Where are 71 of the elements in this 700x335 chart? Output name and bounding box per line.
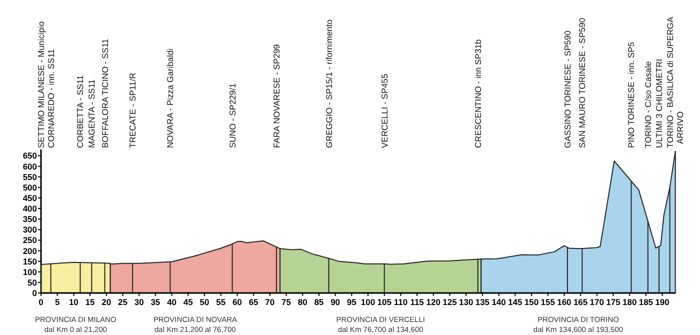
y-tick-label: 0 <box>32 288 38 298</box>
text: TORINO - BASILICA di SUPERGA ARRIVO <box>664 16 685 148</box>
x-tick-label: 100 <box>360 297 376 307</box>
x-tick-label: 130 <box>459 297 474 307</box>
text: TRECATE - SP11/R <box>128 72 138 148</box>
text: BOFFALORA TICINO - SS11 <box>100 38 110 148</box>
text: VERCELLI - SP455 <box>379 74 390 148</box>
x-tick-label: 90 <box>330 297 340 307</box>
x-tick-label: 150 <box>524 297 539 307</box>
x-tick-label: 70 <box>265 297 275 307</box>
y-tick-label: 100 <box>22 266 38 277</box>
x-tick-label: 170 <box>590 297 604 307</box>
text: SETTIMO MILANESE - Municipio <box>36 21 46 148</box>
y-tick-label: 550 <box>22 172 38 182</box>
text: GASSINO TORINESE - SP590 <box>562 30 572 148</box>
text: GREGGIO - SP15/1 - rifornimento <box>324 19 334 148</box>
text: SAN MAURO TORINESE - SP590 <box>577 18 588 148</box>
x-tick-label: 75 <box>282 297 292 307</box>
x-tick-label: 120 <box>426 297 441 307</box>
y-tick-label: 500 <box>22 182 38 192</box>
x-tick-label: 105 <box>377 297 392 307</box>
x-tick-label: 60 <box>232 297 242 307</box>
x-tick-label: 85 <box>314 297 324 307</box>
x-tick-label: 185 <box>638 297 654 307</box>
x-tick-label: 95 <box>346 297 357 307</box>
x-tick-label: 50 <box>200 297 210 307</box>
y-tick-label: 50 <box>28 277 38 288</box>
x-tick-label: 35 <box>150 297 160 307</box>
x-tick-label: 140 <box>492 297 506 307</box>
text: CRESCENTINO - inn SP31b <box>472 39 483 148</box>
y-tick-label: 400 <box>22 204 38 214</box>
x-tick-label: 155 <box>540 297 556 307</box>
y-tick-label: 600 <box>22 161 38 172</box>
text: PINO TORINESE - inn. SP5 <box>626 42 636 148</box>
text: CORNAREDO - inn. SS11 <box>46 48 56 148</box>
y-tick-label: 650 <box>22 150 38 161</box>
y-tick-label: 450 <box>22 192 38 203</box>
y-tick-label: 300 <box>22 224 38 235</box>
y-tick-label: 250 <box>22 235 38 246</box>
x-tick-label: 160 <box>557 297 572 307</box>
text: ULTIMI 3 CHILOMETRI <box>654 58 664 148</box>
x-tick-label: 15 <box>85 297 96 307</box>
text: NOVARA - Pizza Garibaldi <box>165 48 176 148</box>
x-tick-label: 115 <box>410 297 424 307</box>
x-tick-label: 30 <box>134 297 144 307</box>
x-tick-label: 40 <box>167 297 177 307</box>
x-tick-label: 10 <box>68 297 79 307</box>
text: MAGENTA - SS11 <box>86 79 97 148</box>
x-tick-label: 190 <box>655 297 670 307</box>
x-tick-label: 65 <box>248 297 259 307</box>
y-tick-label: 200 <box>22 246 38 256</box>
text: FARA NOVARESE - SP299 <box>271 44 282 148</box>
x-tick-label: 0 <box>38 297 44 307</box>
y-tick-label: 150 <box>22 256 38 266</box>
x-tick-label: 110 <box>394 297 408 307</box>
x-tick-label: 80 <box>298 297 308 307</box>
x-tick-label: 20 <box>102 297 112 307</box>
text: CORBETTA - SS11 <box>75 74 86 148</box>
x-tick-label: 135 <box>475 297 490 307</box>
x-tick-label: 125 <box>442 297 458 307</box>
x-tick-label: 5 <box>54 297 60 307</box>
y-tick-label: 350 <box>22 214 38 224</box>
x-tick-label: 180 <box>622 297 637 307</box>
x-tick-label: 45 <box>183 297 194 307</box>
text: TORINO - C/so Casale <box>642 60 653 148</box>
x-tick-label: 165 <box>573 297 588 307</box>
x-tick-label: 175 <box>606 297 621 307</box>
text: SUNO - SP229/1 <box>227 83 238 148</box>
x-tick-label: 55 <box>216 297 226 307</box>
x-tick-label: 25 <box>118 297 128 307</box>
x-tick-label: 145 <box>508 297 523 307</box>
